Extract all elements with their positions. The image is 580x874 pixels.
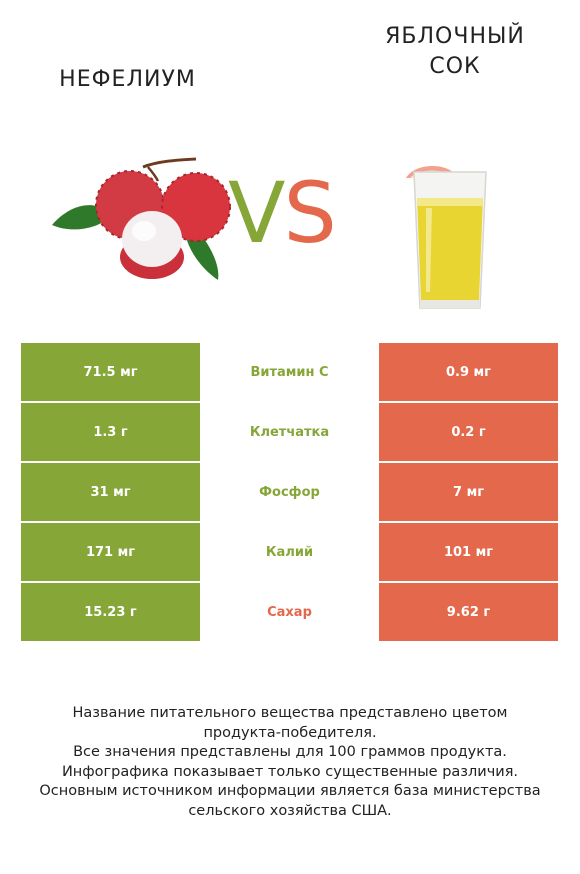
right-value-cell: 7 мг: [379, 462, 558, 522]
table-row: 1.3 г Клетчатка 0.2 г: [21, 401, 558, 462]
nutrient-name-cell: Витамин C: [200, 343, 379, 402]
table-row: 71.5 мг Витамин C 0.9 мг: [21, 343, 558, 402]
right-value-cell: 9.62 г: [379, 582, 558, 642]
nutrient-name-cell: Калий: [200, 521, 379, 582]
nutrient-name-cell: Фосфор: [200, 461, 379, 522]
left-product-title: НЕФЕЛИУМ: [59, 66, 196, 92]
right-title-line-1: ЯБЛОЧНЫЙ: [385, 24, 525, 49]
left-value-cell: 1.3 г: [21, 402, 200, 462]
right-value-cell: 0.9 мг: [379, 343, 558, 402]
nutrient-name-cell: Сахар: [200, 581, 379, 643]
table-row: 31 мг Фосфор 7 мг: [21, 461, 558, 522]
footer-line: Основным источником информации является …: [39, 783, 541, 799]
nutrient-name-cell: Клетчатка: [200, 401, 379, 462]
footer-line: продукта-победителя.: [203, 724, 377, 741]
right-product-title: ЯБЛОЧНЫЙ СОК: [355, 22, 555, 82]
versus-label: VS: [228, 168, 353, 258]
footer-line: сельского хозяйства США.: [188, 802, 392, 819]
right-value-cell: 101 мг: [379, 522, 558, 582]
vs-letter-v: V: [228, 164, 285, 262]
apple-juice-glass-image: [406, 166, 487, 309]
left-value-cell: 31 мг: [21, 462, 200, 522]
lychee-fruit-image: [52, 157, 231, 280]
right-title-line-2: СОК: [429, 54, 481, 79]
footer-notes: Название питательного вещества представл…: [0, 704, 580, 821]
vs-letter-s: S: [283, 164, 336, 262]
left-value-cell: 15.23 г: [21, 582, 200, 642]
table-row: 15.23 г Сахар 9.62 г: [21, 581, 558, 643]
left-value-cell: 71.5 мг: [21, 343, 200, 402]
footer-line: Инфографика показывает только существенн…: [61, 763, 519, 780]
nutrient-comparison-table: 71.5 мг Витамин C 0.9 мг 1.3 г Клетчатка…: [21, 343, 558, 643]
table-row: 171 мг Калий 101 мг: [21, 521, 558, 582]
right-value-cell: 0.2 г: [379, 402, 558, 462]
footer-line: Название питательного вещества представл…: [72, 705, 508, 721]
left-value-cell: 171 мг: [21, 522, 200, 582]
footer-line: Все значения представлены для 100 граммо…: [73, 744, 507, 760]
